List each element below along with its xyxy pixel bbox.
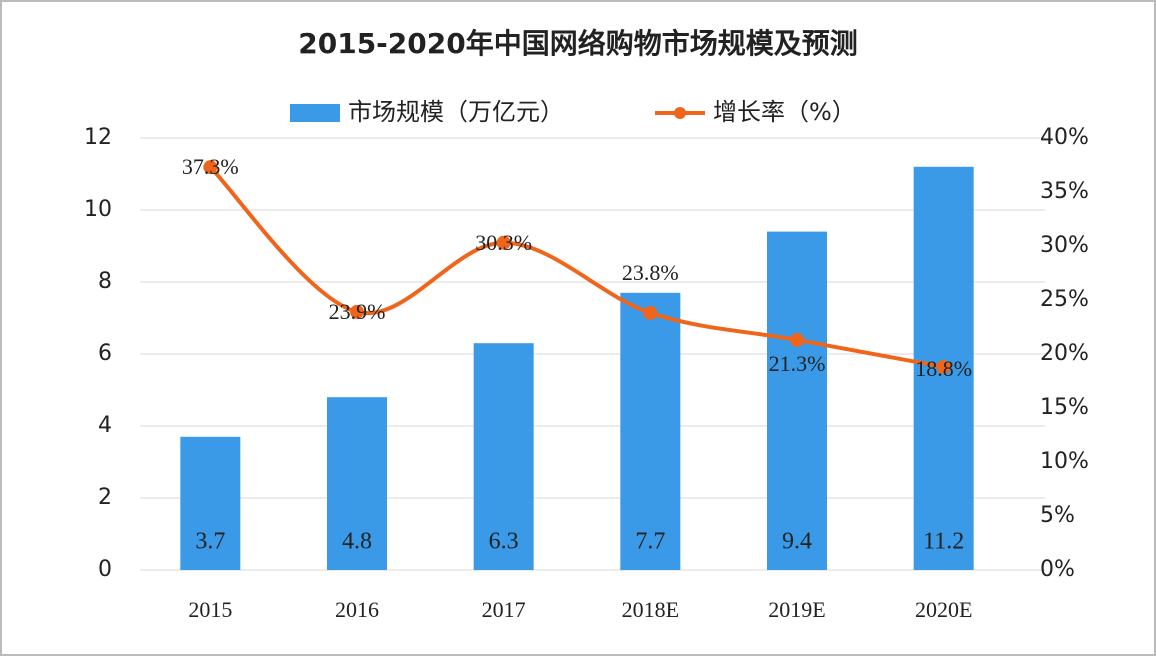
- y-tick-label: 0: [98, 557, 112, 582]
- line-value-label: 37.3%: [182, 154, 239, 179]
- line-value-label: 23.8%: [622, 260, 679, 285]
- line-value-label: 18.8%: [915, 356, 972, 381]
- x-tick-label: 2016: [335, 597, 379, 622]
- y-tick-label: 2: [98, 485, 112, 510]
- line-marker: [643, 305, 658, 320]
- y-tick-label: 12: [84, 125, 112, 150]
- line-value-label: 30.3%: [475, 230, 532, 255]
- y2-tick-label: 10%: [1040, 449, 1089, 474]
- y-tick-label: 8: [98, 269, 112, 294]
- x-tick-label: 2019E: [768, 597, 825, 622]
- x-tick-label: 2015: [188, 597, 232, 622]
- line-value-label: 21.3%: [769, 351, 826, 376]
- bar-value-label: 4.8: [342, 529, 372, 555]
- y2-tick-label: 25%: [1040, 287, 1089, 312]
- y-tick-label: 4: [98, 413, 112, 438]
- line-marker: [790, 332, 804, 347]
- line: [208, 165, 945, 369]
- x-tick-label: 2018E: [622, 597, 679, 622]
- line-marker: [936, 359, 951, 374]
- line-marker: [350, 304, 364, 319]
- bar-value-label: 7.7: [635, 529, 665, 555]
- bar: [767, 231, 827, 570]
- x-tick-label: 2020E: [915, 597, 972, 622]
- y2-tick-label: 15%: [1040, 395, 1089, 420]
- y2-tick-label: 40%: [1040, 125, 1089, 150]
- y2-tick-label: 30%: [1040, 233, 1089, 258]
- y-tick-label: 10: [84, 197, 112, 222]
- x-tick-label: 2017: [482, 597, 526, 622]
- bar-value-label: 6.3: [489, 529, 519, 555]
- line-value-label: 23.9%: [329, 299, 386, 324]
- y-tick-label: 6: [98, 341, 112, 366]
- bar-value-label: 11.2: [923, 529, 964, 555]
- line-marker: [203, 160, 218, 175]
- legend-swatch: [674, 107, 686, 119]
- y2-tick-label: 20%: [1040, 341, 1089, 366]
- bar-value-label: 9.4: [782, 529, 812, 555]
- bar: [620, 292, 681, 570]
- legend-label: 增长率（%）: [713, 98, 856, 126]
- y2-tick-label: 0%: [1040, 557, 1075, 582]
- line-marker: [496, 235, 511, 250]
- legend-swatch: [290, 104, 340, 122]
- y2-tick-label: 35%: [1040, 179, 1089, 204]
- bar-value-label: 3.7: [195, 529, 225, 555]
- chart-title: 2015-2020年中国网络购物市场规模及预测: [298, 27, 857, 60]
- legend-label: 市场规模（万亿元）: [348, 98, 564, 126]
- bar: [473, 343, 534, 570]
- y2-tick-label: 5%: [1040, 503, 1075, 528]
- bar: [180, 436, 241, 570]
- bar: [327, 397, 387, 570]
